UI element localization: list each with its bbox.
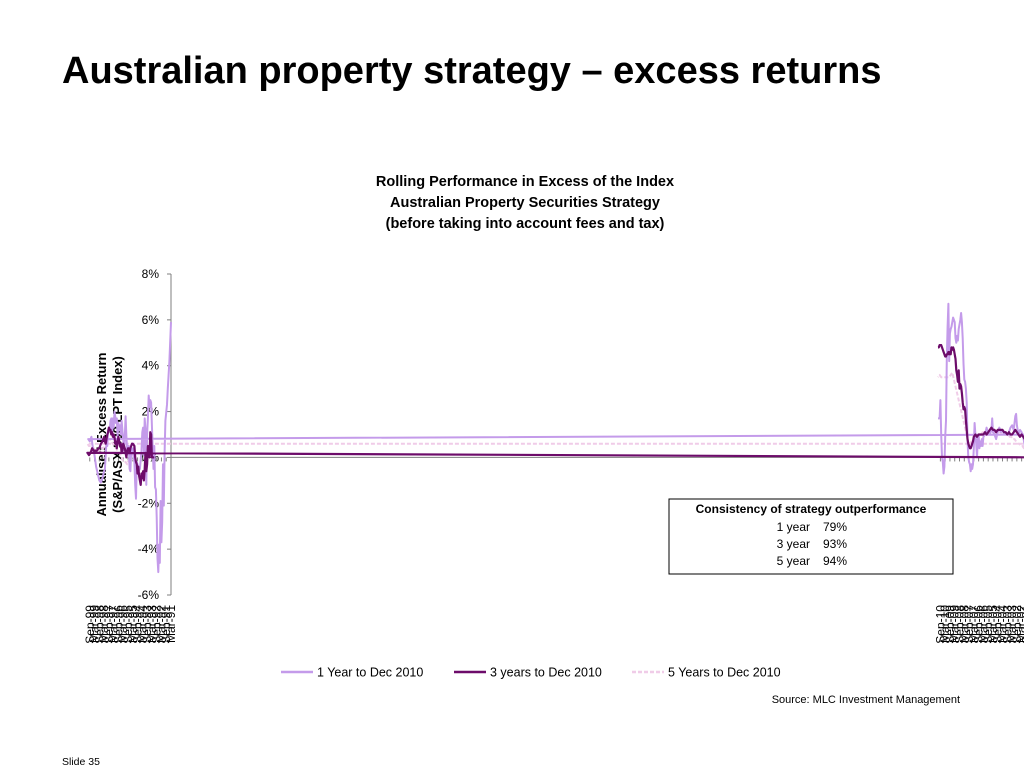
x-tick-label: Mar-99 xyxy=(88,605,102,643)
x-tick-label: Mar-07 xyxy=(967,605,981,643)
x-tick-label: Sep-05 xyxy=(981,605,995,644)
x-tick-label: Mar-98 xyxy=(97,605,111,643)
consistency-table-period: 1 year xyxy=(777,520,810,534)
x-tick-label: Mar-04 xyxy=(996,605,1010,643)
x-tick-label: Sep-91 xyxy=(159,605,173,644)
consistency-table xyxy=(668,498,954,575)
legend-label-3: 5 Years to Dec 2010 xyxy=(668,666,781,680)
x-tick-label: Sep-02 xyxy=(1010,605,1024,644)
x-tick-label: Mar-03 xyxy=(1005,605,1019,643)
x-tick-label: Sep-09 xyxy=(943,605,957,644)
x-tick-label: Sep-97 xyxy=(102,605,116,644)
x-tick-label: Mar-02 xyxy=(1015,605,1024,643)
chart-title-line-1: Rolling Performance in Excess of the Ind… xyxy=(375,174,675,190)
x-tick-label: Sep-93 xyxy=(140,605,154,644)
slide-number: Slide 35 xyxy=(62,756,100,768)
x-tick-label: Sep-99 xyxy=(83,605,97,644)
series-line-3 xyxy=(86,371,1024,466)
x-tick-label: Mar-94 xyxy=(135,605,149,643)
source-note: Source: MLC Investment Management xyxy=(771,694,960,706)
y-tick-label: 4% xyxy=(142,359,160,373)
consistency-table-value: 93% xyxy=(823,537,847,551)
x-tick-label: Sep-98 xyxy=(92,605,106,644)
x-tick-label: Mar-10 xyxy=(938,605,952,643)
x-tick-label: Mar-96 xyxy=(116,605,130,643)
consistency-table-value: 79% xyxy=(823,520,847,534)
y-tick-label: -2% xyxy=(138,496,160,510)
x-tick-label: Sep-08 xyxy=(953,605,967,644)
x-tick-label: Sep-96 xyxy=(111,605,125,644)
x-tick-label: Sep-94 xyxy=(131,605,145,644)
consistency-table-header: Consistency of strategy outperformance xyxy=(696,502,927,516)
x-tick-label: Sep-01 xyxy=(1019,605,1024,644)
chart-title-line-2: Australian Property Securities Strategy xyxy=(390,195,660,211)
x-tick-label: Sep-07 xyxy=(962,605,976,644)
chart-title: Rolling Performance in Excess of the Ind… xyxy=(240,172,810,235)
legend-label-2: 3 years to Dec 2010 xyxy=(490,666,602,680)
slide-title: Australian property strategy – excess re… xyxy=(62,50,882,92)
x-tick-label: Mar-06 xyxy=(976,605,990,643)
x-tick-label: Sep-10 xyxy=(933,605,947,644)
y-tick-label: -6% xyxy=(138,588,160,602)
x-tick-label: Mar-93 xyxy=(145,605,159,643)
x-tick-label: Sep-04 xyxy=(991,605,1005,644)
series-line-2 xyxy=(86,344,1024,486)
x-tick-label: Mar-91 xyxy=(164,605,178,643)
chart-title-line-3: (before taking into account fees and tax… xyxy=(385,216,665,232)
x-tick-label: Sep-06 xyxy=(972,605,986,644)
y-tick-label: -4% xyxy=(138,542,160,556)
x-tick-label: Mar-97 xyxy=(107,605,121,643)
consistency-table-period: 3 year xyxy=(777,537,810,551)
x-tick-label: Mar-05 xyxy=(986,605,1000,643)
y-tick-label: 8% xyxy=(142,267,160,281)
series-line-1 xyxy=(87,302,1024,574)
x-tick-label: Mar-08 xyxy=(957,605,971,643)
x-tick-label: Sep-03 xyxy=(1000,605,1014,644)
consistency-table-value: 94% xyxy=(823,554,847,568)
x-tick-label: Mar-09 xyxy=(948,605,962,643)
x-tick-label: Mar-95 xyxy=(126,605,140,643)
x-tick-label: Sep-92 xyxy=(150,605,164,644)
x-tick-label: Sep-95 xyxy=(121,605,135,644)
x-tick-label: Mar-92 xyxy=(154,605,168,643)
consistency-table-period: 5 year xyxy=(777,554,810,568)
legend-label-1: 1 Year to Dec 2010 xyxy=(317,666,423,680)
y-tick-label: 6% xyxy=(142,313,160,327)
